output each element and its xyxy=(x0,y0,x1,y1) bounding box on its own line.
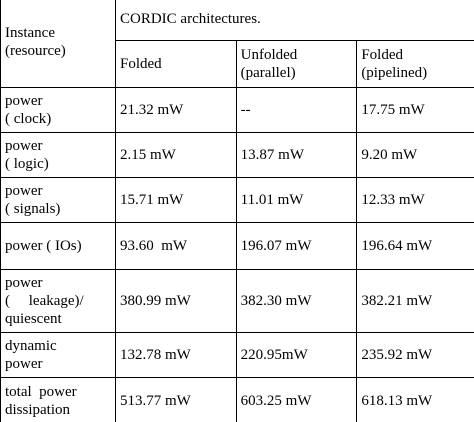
column-header-line: Unfolded xyxy=(240,47,298,63)
row-label: total power dissipation xyxy=(0,377,116,422)
cell-value: 196.07 mW xyxy=(240,238,312,254)
cell-unfolded: 603.25 mW xyxy=(235,377,358,422)
cell-unfolded: 196.07 mW xyxy=(235,222,358,270)
column-header-line: Folded xyxy=(361,47,403,63)
cell-folded: 15.71 mW xyxy=(115,177,237,223)
row-label: power ( IOs) xyxy=(0,222,116,270)
row-label: power ( signals) xyxy=(0,177,116,223)
table-column-header-row: Folded Unfolded (parallel) Folded (pipel… xyxy=(1,40,474,88)
instance-header-line: Instance xyxy=(5,25,55,41)
row-label-line: ( logic) xyxy=(5,156,49,172)
row-label-line: total power xyxy=(5,383,77,400)
cell-unfolded: 11.01 mW xyxy=(235,177,358,223)
column-header-line: (parallel) xyxy=(240,65,296,81)
cell-value: 380.99 mW xyxy=(120,293,191,309)
table-row: power ( clock) 21.32 mW -- 17.75 mW xyxy=(0,87,474,133)
cell-pipelined: 618.13 mW xyxy=(356,377,474,422)
cell-folded: 132.78 mW xyxy=(115,332,237,378)
row-label: power ( leakage)/ quiescent xyxy=(0,269,116,333)
cell-folded: 21.32 mW xyxy=(115,87,237,133)
row-label-line: power xyxy=(5,275,43,291)
table-row: power ( leakage)/ quiescent 380.99 mW 38… xyxy=(0,269,474,333)
table-row: power ( logic) 2.15 mW 13.87 mW 9.20 mW xyxy=(0,132,474,178)
row-label: power ( clock) xyxy=(0,87,116,133)
table-row: power ( signals) 15.71 mW 11.01 mW 12.33… xyxy=(0,177,474,223)
cell-value: 15.71 mW xyxy=(120,192,184,208)
table-row: dynamic power 132.78 mW 220.95mW 235.92 … xyxy=(0,332,474,378)
cell-value: 21.32 mW xyxy=(120,102,184,118)
cell-unfolded: 382.30 mW xyxy=(235,269,358,333)
column-header-line: Folded xyxy=(120,56,162,72)
cell-pipelined: 9.20 mW xyxy=(356,132,474,178)
cell-unfolded: 13.87 mW xyxy=(235,132,358,178)
cell-value: 93.60 mW xyxy=(120,238,188,254)
row-label-line: power xyxy=(5,93,43,109)
cell-value: 235.92 mW xyxy=(361,347,433,363)
cell-value: 11.01 mW xyxy=(240,192,304,208)
cell-pipelined: 17.75 mW xyxy=(356,87,474,133)
cell-folded: 2.15 mW xyxy=(115,132,237,178)
cell-value: 382.21 mW xyxy=(361,293,433,309)
cell-value: 618.13 mW xyxy=(361,392,433,409)
cell-pipelined: 12.33 mW xyxy=(356,177,474,223)
instance-header-line: (resource) xyxy=(5,43,66,59)
cell-unfolded: -- xyxy=(235,87,358,133)
cell-value: -- xyxy=(240,102,251,118)
table-group-header-row: Instance (resource) CORDIC architectures… xyxy=(0,0,474,88)
column-header-folded: Folded xyxy=(115,40,237,88)
row-label-line: power xyxy=(5,138,43,154)
row-label-line: dissipation xyxy=(5,401,71,418)
table-row: total power dissipation 513.77 mW 603.25… xyxy=(0,377,474,422)
row-label-line: dynamic xyxy=(5,338,57,354)
row-label-line: power ( IOs) xyxy=(5,238,82,254)
instance-header-cell: Instance (resource) xyxy=(0,0,116,88)
cell-value: 9.20 mW xyxy=(361,147,418,163)
row-label-line: ( leakage)/ xyxy=(5,293,84,309)
cell-value: 603.25 mW xyxy=(240,392,312,409)
cell-pipelined: 196.64 mW xyxy=(356,222,474,270)
cell-value: 196.64 mW xyxy=(361,238,433,254)
table-row: power ( IOs) 93.60 mW 196.07 mW 196.64 m… xyxy=(0,222,474,270)
row-label-line: ( clock) xyxy=(5,111,52,127)
column-header-pipelined: Folded (pipelined) xyxy=(356,40,474,88)
cell-value: 13.87 mW xyxy=(240,147,304,163)
cell-value: 382.30 mW xyxy=(240,293,312,309)
row-label: dynamic power xyxy=(0,332,116,378)
row-label: power ( logic) xyxy=(0,132,116,178)
row-label-line: power xyxy=(5,356,43,372)
cell-value: 17.75 mW xyxy=(361,102,425,118)
column-header-line: (pipelined) xyxy=(361,65,428,81)
cell-folded: 513.77 mW xyxy=(115,377,237,422)
cell-pipelined: 382.21 mW xyxy=(356,269,474,333)
cell-value: 220.95mW xyxy=(240,347,308,363)
cell-unfolded: 220.95mW xyxy=(235,332,358,378)
architectures-group-title: CORDIC architectures. xyxy=(115,0,474,41)
column-header-unfolded: Unfolded (parallel) xyxy=(235,40,358,88)
cell-value: 513.77 mW xyxy=(120,392,191,409)
cell-folded: 93.60 mW xyxy=(115,222,237,270)
cell-value: 132.78 mW xyxy=(120,347,191,363)
cell-folded: 380.99 mW xyxy=(115,269,237,333)
row-label-line: power xyxy=(5,183,43,199)
cell-pipelined: 235.92 mW xyxy=(356,332,474,378)
cell-value: 12.33 mW xyxy=(361,192,425,208)
row-label-line: ( signals) xyxy=(5,201,61,217)
cell-value: 2.15 mW xyxy=(120,147,176,163)
row-label-line: quiescent xyxy=(5,311,62,327)
